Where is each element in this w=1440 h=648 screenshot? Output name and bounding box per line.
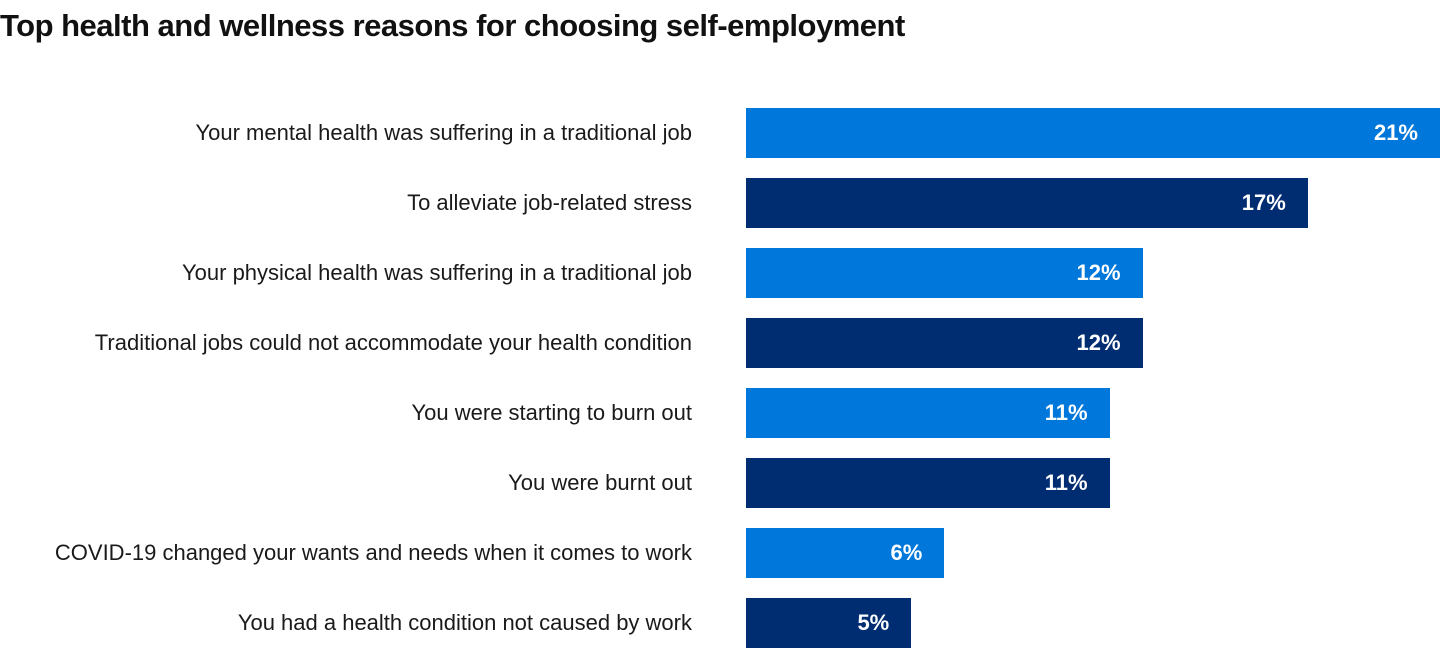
bar-row: To alleviate job-related stress 17% xyxy=(0,178,1440,228)
bar: 17% xyxy=(746,178,1308,228)
category-label: Your physical health was suffering in a … xyxy=(182,260,692,285)
category-label: To alleviate job-related stress xyxy=(407,190,692,215)
category-label: Traditional jobs could not accommodate y… xyxy=(94,330,692,355)
data-label: 5% xyxy=(857,610,890,635)
bar: 21% xyxy=(746,108,1440,158)
category-label: You were starting to burn out xyxy=(411,400,692,425)
bar-row: Your physical health was suffering in a … xyxy=(0,248,1440,298)
bar-row: Your mental health was suffering in a tr… xyxy=(0,108,1440,158)
category-label: COVID-19 changed your wants and needs wh… xyxy=(54,540,692,565)
chart-title: Top health and wellness reasons for choo… xyxy=(0,8,905,43)
data-label: 12% xyxy=(1076,330,1121,355)
data-label: 12% xyxy=(1076,260,1121,285)
data-label: 11% xyxy=(1044,470,1088,495)
bar: 11% xyxy=(746,458,1110,508)
bar-row: You were starting to burn out 11% xyxy=(0,388,1440,438)
data-label: 17% xyxy=(1241,190,1286,215)
data-label: 21% xyxy=(1373,120,1418,145)
bar: 11% xyxy=(746,388,1110,438)
category-label: Your mental health was suffering in a tr… xyxy=(195,120,692,145)
bar: 12% xyxy=(746,318,1143,368)
bar: 12% xyxy=(746,248,1143,298)
category-label: You had a health condition not caused by… xyxy=(237,610,692,635)
category-label: You were burnt out xyxy=(508,470,692,495)
bar: 5% xyxy=(746,598,912,648)
bar-row: Traditional jobs could not accommodate y… xyxy=(0,318,1440,368)
bar-row: COVID-19 changed your wants and needs wh… xyxy=(0,528,1440,578)
data-label: 6% xyxy=(890,540,923,565)
data-label: 11% xyxy=(1044,400,1088,425)
bar: 6% xyxy=(746,528,945,578)
bar-row: You had a health condition not caused by… xyxy=(0,598,1440,648)
bar-row: You were burnt out 11% xyxy=(0,458,1440,508)
